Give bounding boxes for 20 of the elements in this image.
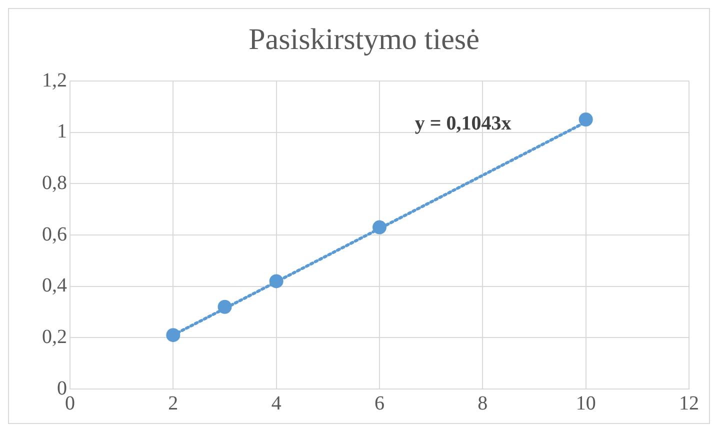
- point: [269, 274, 284, 288]
- point: [372, 220, 386, 234]
- point: [166, 328, 180, 342]
- y-tick-label: 0: [57, 377, 67, 400]
- point: [578, 112, 593, 126]
- y-tick-label: 1: [57, 120, 67, 143]
- x-tick-label: 12: [679, 392, 699, 414]
- y-tick-label: 0,8: [42, 172, 67, 194]
- x-tick-label: 6: [374, 392, 384, 414]
- x-tick-label: 2: [168, 392, 178, 414]
- y-tick-label: 0,6: [42, 223, 67, 246]
- annotation: y = 0,1043x: [414, 112, 512, 134]
- y-tick-label: 0,4: [42, 274, 67, 297]
- x-tick-label: 10: [576, 392, 596, 414]
- y-tick-label: 1,2: [42, 69, 67, 92]
- point: [218, 300, 232, 314]
- chart-title: Pasiskirstymo tiesė: [248, 22, 480, 56]
- x-tick-label: 8: [478, 392, 488, 414]
- x-tick-label: 4: [271, 392, 282, 414]
- y-tick-label: 0,2: [42, 326, 67, 348]
